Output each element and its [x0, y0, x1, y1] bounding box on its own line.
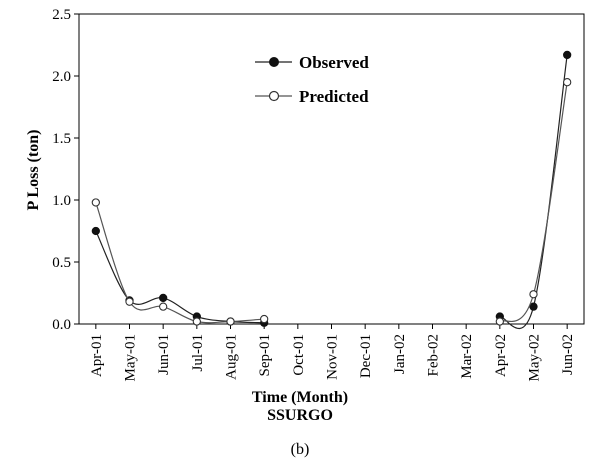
series-predicted-line [95, 202, 265, 324]
series-predicted-point [260, 314, 269, 324]
x-tick-label: May-02 [527, 334, 543, 382]
y-tick-label: 1.5 [52, 131, 71, 147]
x-tick-label: Aug-01 [224, 334, 240, 380]
y-tick-label: 2.0 [52, 69, 71, 85]
y-axis-title: P Loss (ton) [25, 130, 42, 211]
series-observed-line [95, 230, 265, 324]
series-observed-point [563, 50, 572, 60]
x-tick-label: Jun-02 [560, 334, 576, 375]
series-predicted-point [529, 290, 538, 299]
x-tick-label: Sep-01 [257, 334, 273, 377]
series-predicted-point [125, 297, 134, 306]
series-observed-point [529, 302, 538, 311]
x-tick-label: Oct-01 [291, 334, 307, 376]
series-observed-point [159, 293, 168, 303]
x-tick-label: Feb-02 [426, 334, 442, 377]
y-tick-label: 2.5 [52, 7, 71, 23]
x-axis-title: Time (Month) [252, 389, 348, 406]
series-predicted-point [159, 302, 168, 311]
series-predicted-point [495, 317, 504, 326]
x-tick-label: Jun-01 [156, 334, 172, 375]
series-predicted-point [563, 78, 572, 87]
series-layer [91, 50, 572, 330]
y-tick-label: 0.0 [52, 317, 71, 333]
y-tick-label: 0.5 [52, 255, 71, 271]
x-tick-label: Jan-02 [392, 334, 408, 374]
x-axis: Apr-01 May-01 Jun-01 Jul-01 Aug-01 Sep-01 Oct-… [89, 324, 576, 382]
x-tick-label: Apr-02 [493, 334, 509, 377]
figure-caption: (b) [291, 441, 310, 458]
y-tick-label: 1.0 [52, 193, 71, 209]
x-tick-label: Nov-01 [325, 334, 341, 380]
series-predicted-point [91, 198, 100, 207]
legend-observed-marker [269, 57, 279, 67]
legend-observed-label: Observed [299, 53, 369, 72]
chart-subtitle: SSURGO [267, 407, 333, 424]
series-predicted-line [499, 82, 568, 323]
x-tick-label: May-01 [123, 334, 139, 382]
legend: Observed Predicted [255, 53, 369, 106]
legend-predicted-marker [268, 90, 280, 102]
x-tick-label: Jul-01 [190, 334, 206, 372]
legend-predicted-label: Predicted [299, 87, 369, 106]
y-axis: 0.0 0.5 1.0 1.5 2.0 2.5 [52, 7, 79, 333]
series-observed-point [91, 226, 100, 236]
x-tick-label: Mar-02 [459, 334, 475, 379]
series-observed-line [499, 54, 568, 330]
x-tick-label: Dec-01 [358, 334, 374, 378]
series-predicted [91, 78, 572, 326]
series-predicted-point [192, 317, 201, 326]
x-tick-label: Apr-01 [89, 334, 105, 377]
series-predicted-point [226, 317, 235, 326]
